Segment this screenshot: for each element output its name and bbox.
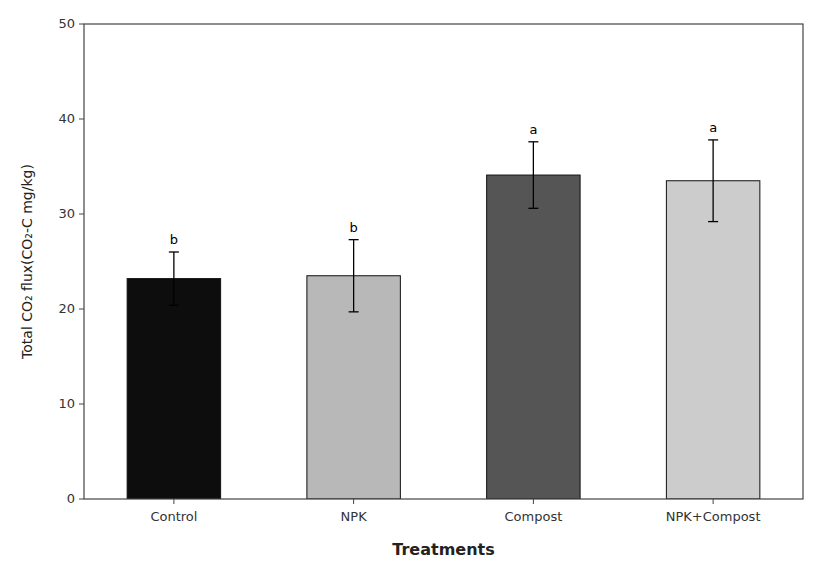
error-bar-cap bbox=[528, 141, 538, 142]
x-axis-label: Treatments bbox=[392, 540, 494, 559]
error-bar-cap bbox=[169, 251, 179, 252]
error-bar-stem bbox=[173, 252, 174, 305]
y-tick-label: 50 bbox=[58, 16, 75, 31]
y-tick bbox=[79, 499, 84, 500]
y-tick bbox=[79, 119, 84, 120]
y-tick bbox=[79, 24, 84, 25]
x-tick-label: NPK bbox=[341, 509, 368, 524]
y-tick-label: 10 bbox=[58, 396, 75, 411]
significance-label: a bbox=[529, 122, 537, 137]
bars bbox=[127, 140, 760, 499]
error-bar-stem bbox=[712, 140, 713, 222]
x-tick bbox=[533, 499, 534, 504]
y-tick-label: 0 bbox=[67, 491, 75, 506]
error-bar bbox=[708, 140, 718, 222]
error-bar-stem bbox=[353, 240, 354, 312]
x-tick-label: Compost bbox=[504, 509, 562, 524]
y-tick-label: 30 bbox=[58, 206, 75, 221]
error-bar bbox=[528, 142, 538, 209]
y-axis: 0 10 20 30 40 50 bbox=[58, 16, 84, 506]
plot-area: 0 10 20 30 40 50 b b a a Control NPK Compost NPK+Comp… bbox=[19, 16, 803, 560]
significance-label: b bbox=[349, 220, 357, 235]
y-tick-label: 20 bbox=[58, 301, 75, 316]
bar bbox=[666, 181, 759, 499]
y-axis-label: Total CO₂ flux(CO₂-C mg/kg) bbox=[19, 164, 35, 360]
significance-label: a bbox=[709, 120, 717, 135]
significance-label: b bbox=[170, 232, 178, 247]
annotations: b b a a bbox=[170, 120, 717, 247]
x-tick bbox=[713, 499, 714, 504]
plot-frame bbox=[84, 24, 803, 499]
error-bar-cap bbox=[528, 208, 538, 209]
x-tick bbox=[353, 499, 354, 504]
error-bar-stem bbox=[533, 142, 534, 209]
error-bar-cap bbox=[708, 221, 718, 222]
error-bar-cap bbox=[349, 239, 359, 240]
y-tick bbox=[79, 214, 84, 215]
y-tick-label: 40 bbox=[58, 111, 75, 126]
y-tick bbox=[79, 404, 84, 405]
x-tick-label: NPK+Compost bbox=[666, 509, 761, 524]
error-bar-cap bbox=[169, 305, 179, 306]
error-bar bbox=[169, 252, 179, 305]
bar bbox=[127, 279, 220, 499]
chart-svg: 0 10 20 30 40 50 b b a a Control NPK Compost NPK+Comp… bbox=[0, 0, 827, 577]
error-bar-cap bbox=[708, 139, 718, 140]
x-tick-label: Control bbox=[150, 509, 197, 524]
error-bar-cap bbox=[349, 311, 359, 312]
y-tick bbox=[79, 309, 84, 310]
x-tick bbox=[173, 499, 174, 504]
bar bbox=[487, 175, 580, 499]
error-bar bbox=[349, 240, 359, 312]
x-axis: Control NPK Compost NPK+Compost bbox=[150, 499, 760, 524]
chart-container: 0 10 20 30 40 50 b b a a Control NPK Compost NPK+Comp… bbox=[0, 0, 827, 577]
